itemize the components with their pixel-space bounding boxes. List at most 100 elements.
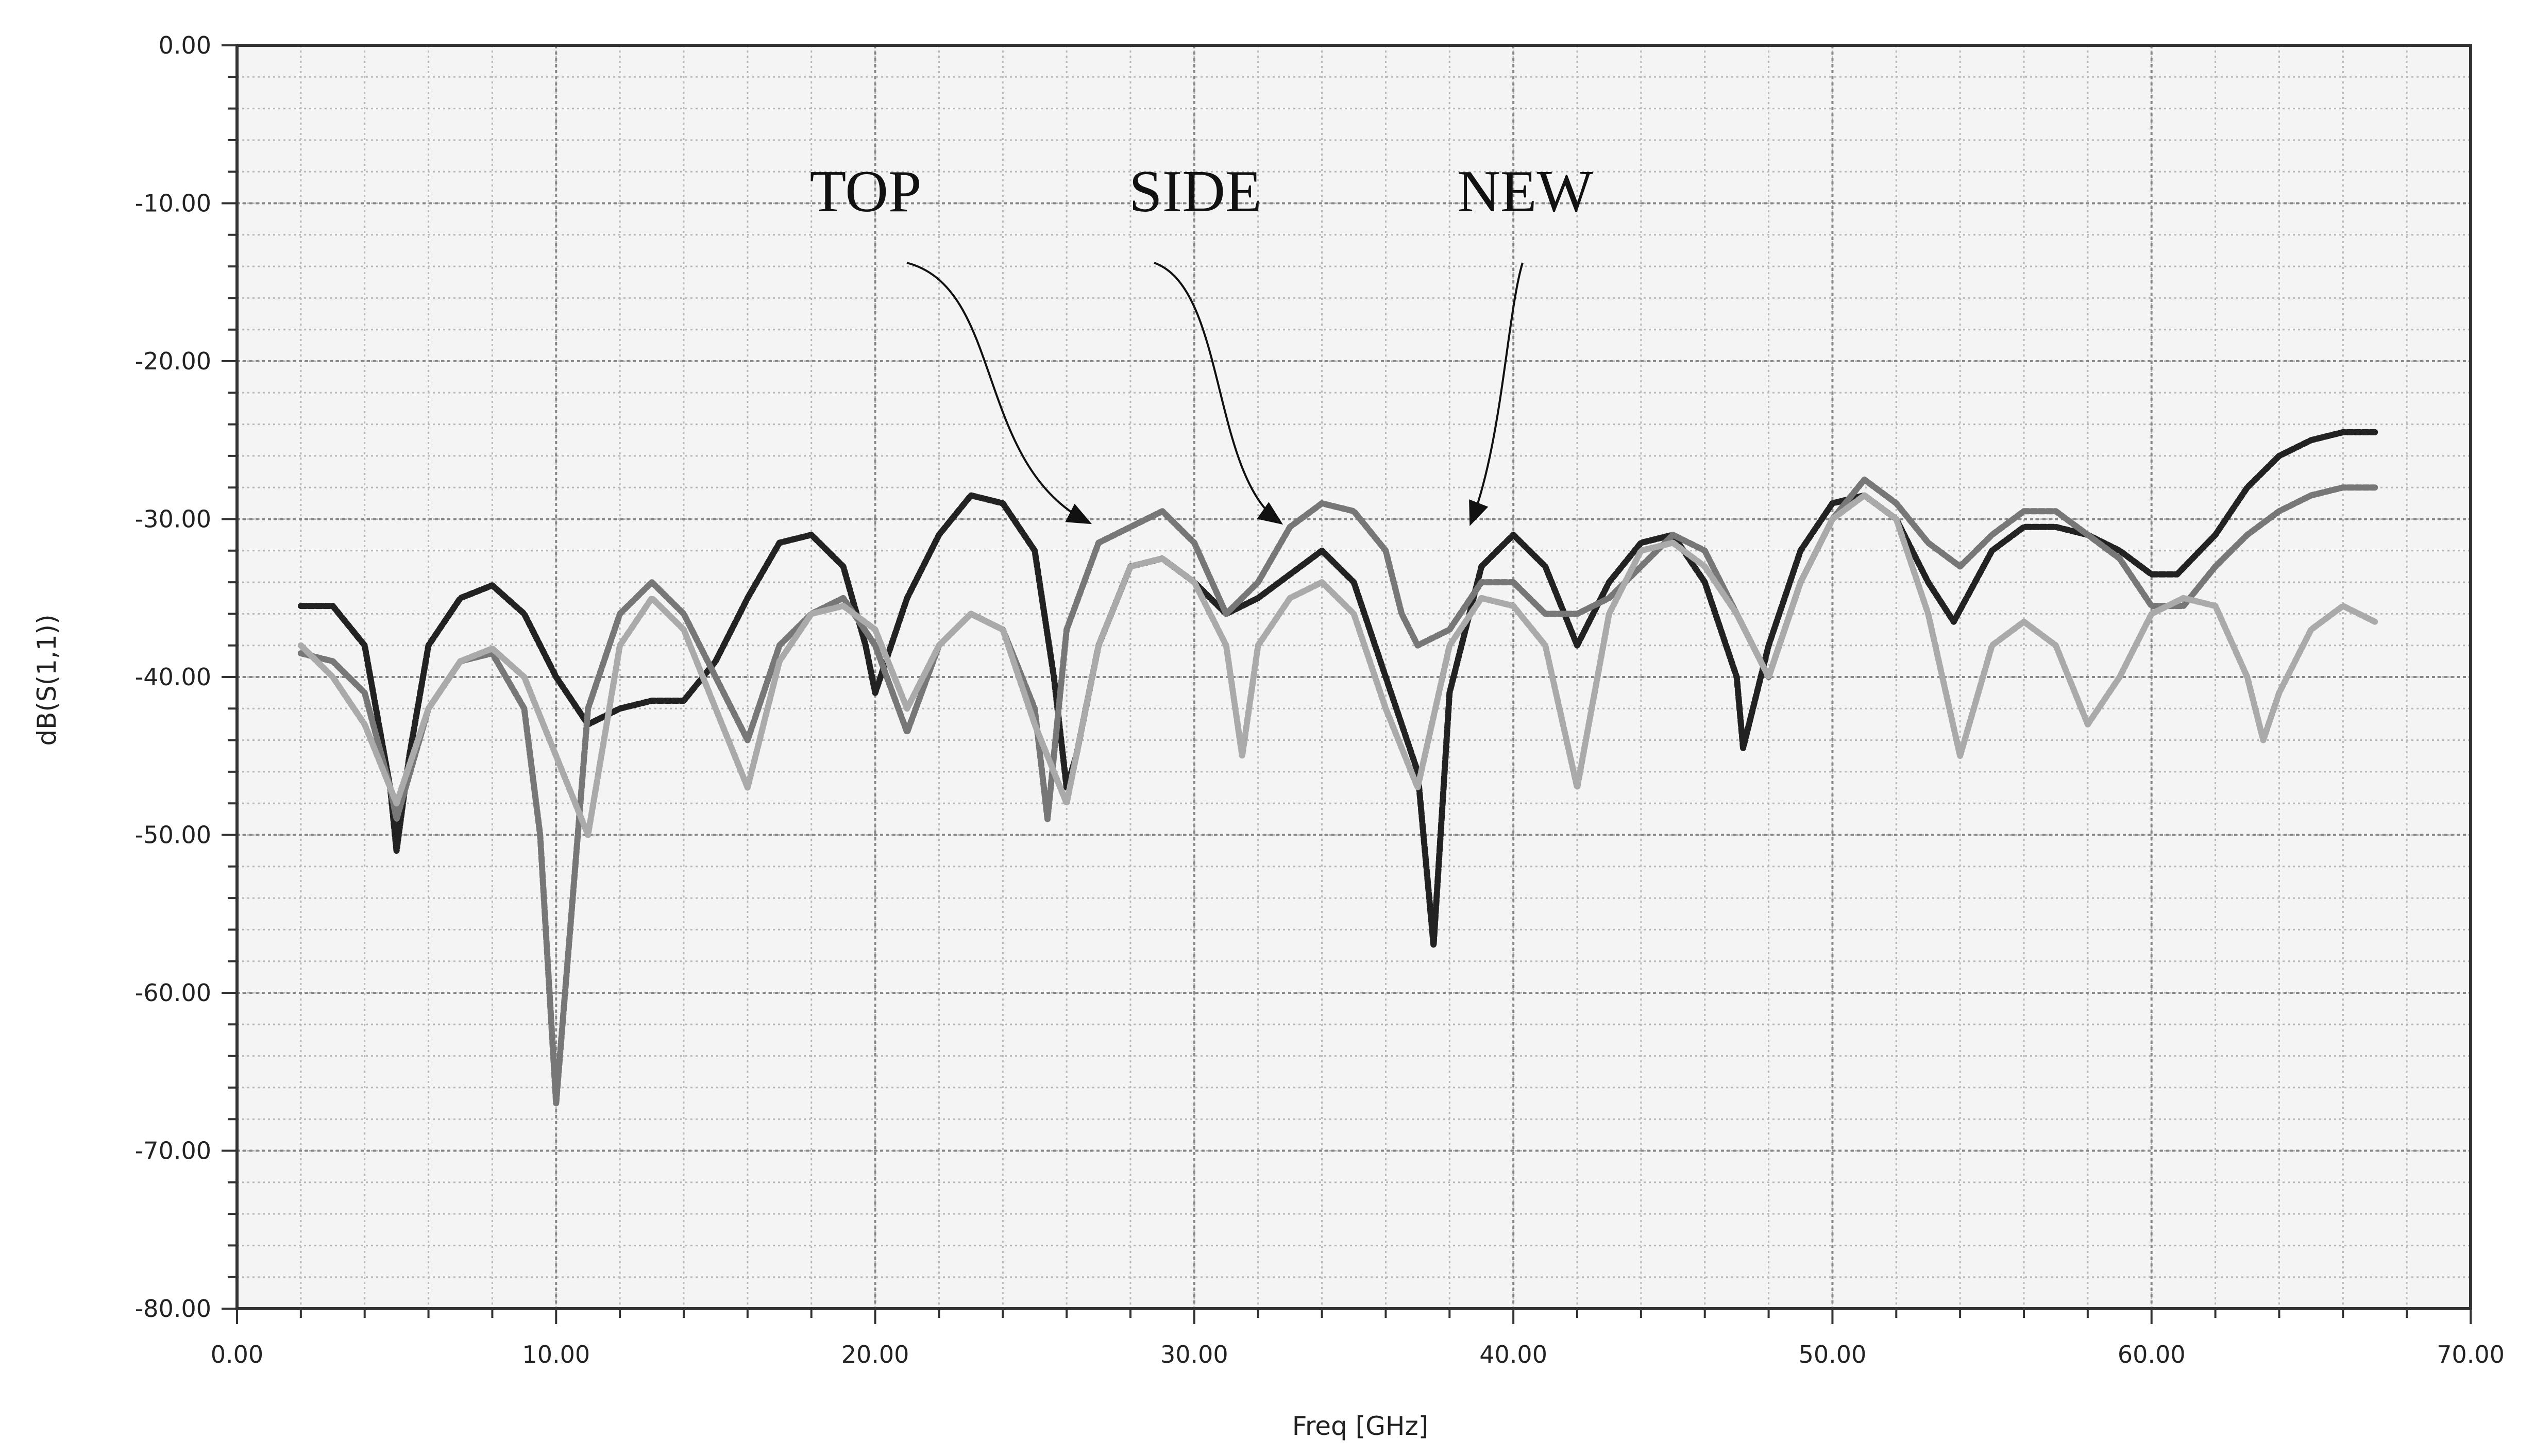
- data-point-side: [554, 1101, 559, 1106]
- data-point-side: [1288, 524, 1292, 529]
- data-point-top: [2053, 643, 2058, 648]
- data-point-new: [298, 604, 303, 608]
- data-point-side: [538, 833, 543, 837]
- data-point-new: [458, 596, 463, 600]
- data-point-top: [1160, 556, 1164, 561]
- data-point-new: [1256, 596, 1260, 600]
- data-point-side: [2373, 485, 2377, 490]
- data-point-top: [1511, 604, 1516, 608]
- data-point-top: [1862, 493, 1867, 498]
- data-point-new: [777, 540, 782, 545]
- data-point-side: [2053, 509, 2058, 514]
- data-point-new: [394, 849, 399, 853]
- data-point-top: [298, 643, 303, 648]
- axes: [222, 44, 2472, 1324]
- data-point-side: [1320, 501, 1324, 505]
- data-point-side: [1670, 533, 1675, 537]
- data-point-top: [937, 643, 941, 648]
- data-point-new: [841, 564, 846, 569]
- data-point-top: [1447, 643, 1452, 648]
- data-point-new: [1352, 580, 1356, 585]
- data-point-top: [2277, 690, 2282, 695]
- data-point-top: [1670, 540, 1675, 545]
- data-point-side: [2117, 556, 2122, 561]
- data-point-side: [1383, 548, 1388, 553]
- data-point-new: [1702, 580, 1707, 585]
- data-point-side: [682, 612, 686, 616]
- data-point-new: [1383, 675, 1388, 679]
- data-point-top: [2085, 722, 2090, 726]
- data-point-side: [1926, 540, 1931, 545]
- data-point-side: [2181, 604, 2186, 608]
- data-point-side: [1607, 596, 1611, 600]
- x-tick-label: 40.00: [1479, 1341, 1547, 1368]
- data-point-top: [2245, 675, 2250, 679]
- data-point-new: [1926, 580, 1931, 585]
- data-point-top: [2373, 619, 2377, 624]
- data-point-new: [2149, 572, 2154, 577]
- data-point-side: [1575, 612, 1579, 616]
- data-point-new: [969, 493, 973, 498]
- data-point-new: [1511, 533, 1516, 537]
- data-point-top: [1607, 612, 1611, 616]
- data-point-side: [2213, 564, 2218, 569]
- data-point-side: [2341, 485, 2345, 490]
- data-point-top: [586, 833, 590, 837]
- data-point-side: [841, 596, 846, 600]
- data-point-side: [1045, 817, 1050, 821]
- x-tick-label: 70.00: [2437, 1341, 2505, 1368]
- data-point-new: [1033, 548, 1037, 553]
- data-point-top: [650, 596, 654, 600]
- data-point-new: [863, 643, 868, 648]
- data-point-top: [1543, 643, 1548, 648]
- data-point-side: [1894, 501, 1899, 505]
- data-point-new: [1447, 690, 1452, 695]
- data-point-new: [745, 596, 750, 600]
- data-point-side: [1511, 580, 1516, 585]
- data-point-top: [2117, 675, 2122, 679]
- data-point-side: [1192, 540, 1196, 545]
- x-tick-label: 0.00: [211, 1341, 263, 1368]
- data-point-side: [586, 706, 590, 711]
- data-point-top: [1224, 643, 1228, 648]
- data-point-new: [2245, 485, 2250, 490]
- y-tick-label: -50.00: [135, 821, 211, 849]
- data-point-top: [873, 628, 877, 632]
- x-tick-label: 60.00: [2118, 1341, 2186, 1368]
- data-point-top: [1192, 580, 1196, 585]
- data-point-new: [522, 612, 527, 616]
- data-point-top: [1065, 801, 1069, 806]
- data-point-top: [426, 706, 431, 711]
- x-axis-label: Freq [GHz]: [1292, 1411, 1429, 1441]
- data-point-new: [873, 690, 877, 695]
- data-point-top: [969, 612, 973, 616]
- data-point-top: [458, 659, 463, 664]
- data-point-side: [1479, 580, 1484, 585]
- data-point-top: [618, 643, 622, 648]
- data-point-top: [905, 706, 909, 711]
- annotation-arrow-side: [1154, 262, 1283, 525]
- data-point-side: [905, 730, 909, 735]
- data-point-side: [1638, 564, 1643, 569]
- data-point-new: [1766, 643, 1771, 648]
- data-point-side: [1447, 628, 1452, 632]
- data-point-top: [2213, 604, 2218, 608]
- data-point-top: [1830, 517, 1835, 521]
- data-point-side: [522, 706, 527, 711]
- data-point-new: [2175, 572, 2180, 577]
- data-point-new: [1543, 564, 1548, 569]
- data-point-top: [809, 612, 814, 616]
- data-point-top: [1096, 643, 1101, 648]
- data-point-top: [1383, 706, 1388, 711]
- data-point-side: [2149, 604, 2154, 608]
- data-point-new: [1990, 548, 1995, 553]
- data-point-new: [2373, 430, 2377, 434]
- data-point-top: [1240, 754, 1244, 758]
- data-point-side: [298, 651, 303, 656]
- data-point-top: [713, 706, 718, 711]
- data-point-new: [362, 643, 367, 648]
- data-point-new: [330, 604, 335, 608]
- data-point-side: [1399, 612, 1404, 616]
